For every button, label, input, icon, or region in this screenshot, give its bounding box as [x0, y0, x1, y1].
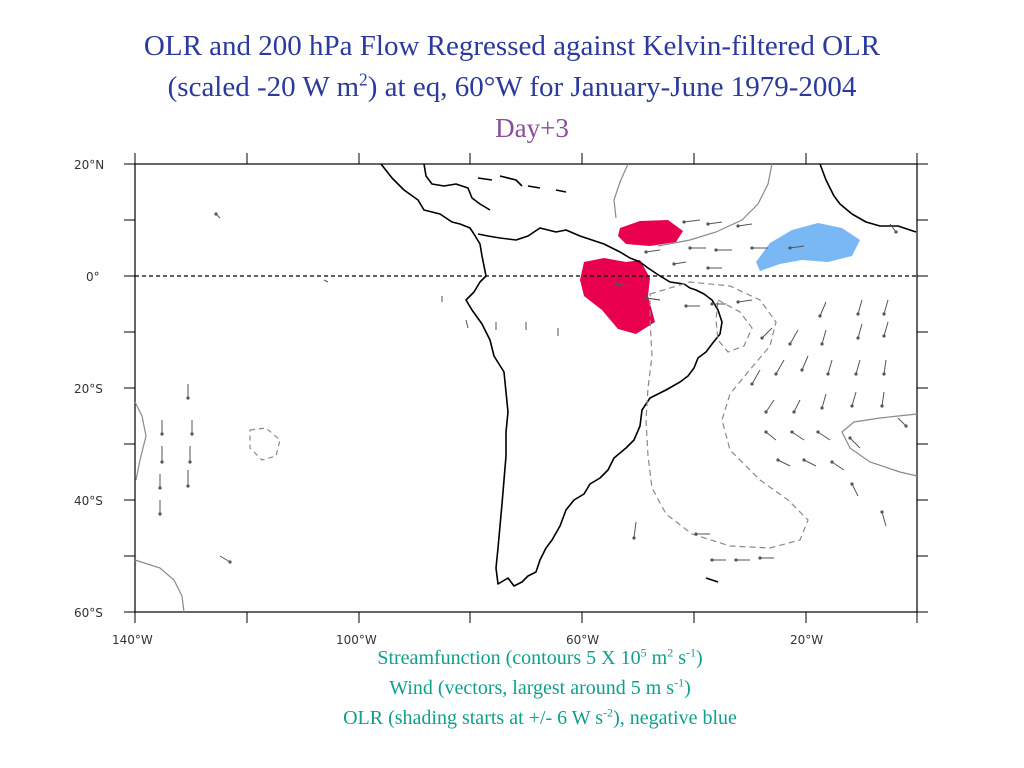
- caption-olr: OLR (shading starts at +/- 6 W s-2), neg…: [343, 705, 737, 729]
- lon-label-20w: 20°W: [790, 633, 823, 647]
- lat-label-60s: 60°S: [74, 606, 103, 620]
- lat-label-eq: 0°: [86, 270, 100, 284]
- caption-streamfunction: Streamfunction (contours 5 X 105 m2 s-1): [377, 645, 703, 669]
- olr-shading: [580, 220, 860, 334]
- contour-positive-sw: [134, 559, 185, 613]
- axis-ticks: [124, 153, 928, 623]
- olr-positive-region-north: [618, 220, 683, 246]
- vector-group-south-atlantic: [645, 223, 907, 561]
- contour-positive-north-2: [657, 163, 773, 247]
- west-africa-coast: [819, 163, 917, 233]
- lat-label-20s: 20°S: [74, 382, 103, 396]
- lat-label-40s: 40°S: [74, 494, 103, 508]
- lat-label-20n: 20°N: [74, 158, 104, 172]
- contour-positive-north-1: [613, 163, 629, 219]
- caption-wind: Wind (vectors, largest around 5 m s-1): [389, 675, 691, 699]
- olr-negative-region-atlantic: [756, 223, 860, 271]
- south-america-coast: [465, 227, 723, 587]
- vector-group-continent: [323, 279, 661, 539]
- contour-negative-large: [645, 281, 809, 549]
- lon-label-100w: 100°W: [336, 633, 377, 647]
- yucatan-gulf-coast: [423, 163, 491, 211]
- day-label: Day+3: [495, 113, 569, 143]
- contour-negative-pacific: [249, 427, 281, 461]
- wind-vectors: [159, 213, 907, 563]
- contour-negative-small: [715, 299, 753, 353]
- central-america-coast: [380, 163, 475, 235]
- title-line-2: (scaled -20 W m2) at eq, 60°W for Januar…: [167, 69, 857, 103]
- antarctic-peninsula-fragment: [705, 577, 719, 583]
- olr-positive-region-amazon: [580, 258, 655, 334]
- lon-label-140w: 140°W: [112, 633, 153, 647]
- vector-group-pacific: [159, 213, 231, 563]
- caribbean-islands: [477, 175, 567, 193]
- contour-positive-east: [841, 413, 918, 477]
- vector-heads: [158, 212, 908, 564]
- lon-label-60w: 60°W: [566, 633, 599, 647]
- contour-positive-west: [134, 401, 147, 481]
- streamfunction-contours: [134, 163, 918, 613]
- vector-group-north-atlantic: [645, 219, 805, 269]
- title-line-1: OLR and 200 hPa Flow Regressed against K…: [143, 30, 881, 62]
